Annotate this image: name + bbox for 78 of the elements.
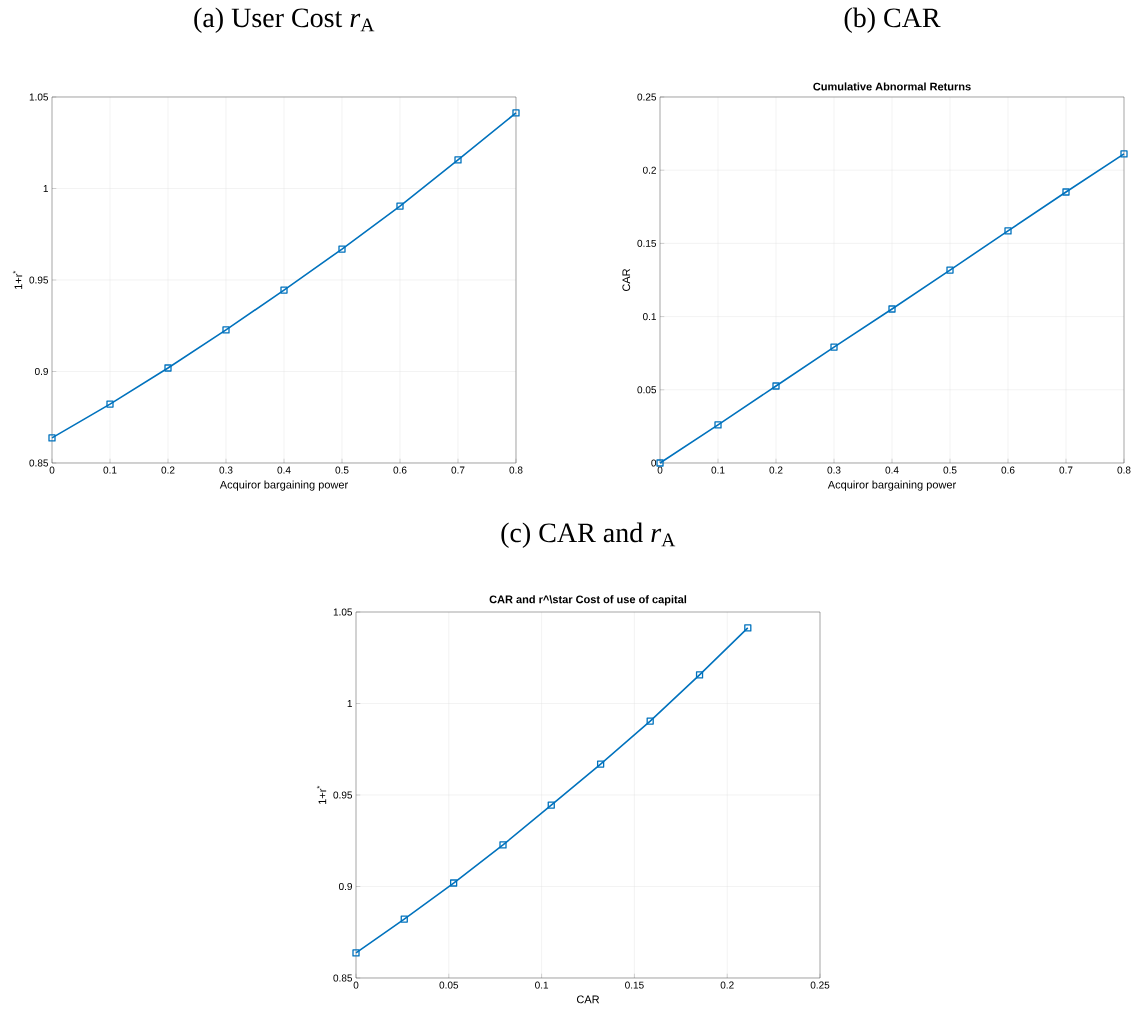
point: [1062, 188, 1070, 196]
x-tick-label: 0.1: [103, 466, 117, 474]
chart-title: (b) CAR: [844, 7, 941, 33]
x-tick-label: 0.2: [161, 466, 175, 474]
x-tick-label: 0: [657, 466, 663, 474]
point: [280, 286, 288, 294]
y-tick-label: 0.2: [642, 166, 656, 174]
x-axis-title: CAR: [576, 995, 600, 1004]
point: [222, 326, 230, 334]
point: [1004, 227, 1012, 235]
point: [772, 382, 780, 390]
x-tick-label: 0.6: [393, 466, 407, 474]
y-axis-title: CAR: [622, 268, 631, 292]
y-tick-label: 1.05: [29, 93, 49, 101]
point: [596, 760, 605, 768]
point: [352, 949, 360, 957]
y-tick-label: 0.25: [637, 93, 657, 101]
x-tick-label: 0.2: [769, 466, 783, 474]
y-tick-label: 1: [43, 185, 48, 192]
y-tick-label: 1.05: [333, 608, 353, 616]
x-tick-label: 0.3: [219, 466, 233, 474]
x-tick-label: 0.7: [451, 466, 465, 474]
point: [396, 202, 404, 210]
point: [1120, 150, 1128, 158]
y-tick-label: 0.15: [637, 239, 657, 247]
x-axis-title: Acquiror bargaining power: [827, 480, 956, 491]
y-tick-label: 0.9: [338, 882, 353, 891]
x-tick-label: 0.1: [535, 981, 549, 989]
x-tick-label: 0.05: [439, 981, 459, 989]
x-tick-label: 0.4: [885, 466, 899, 474]
chart-subtitle: Cumulative Abnormal Returns: [813, 82, 971, 91]
y-tick-label: 0.1: [642, 313, 656, 321]
x-tick-label: 0.8: [1117, 466, 1131, 474]
point: [714, 421, 722, 429]
point: [454, 156, 462, 164]
y-tick-label: 0: [651, 459, 657, 467]
x-tick-label: 0.5: [943, 466, 957, 474]
point: [656, 459, 664, 467]
y-axis-title: 1+r$^{*}$: [316, 785, 327, 805]
x-axis-title: Acquiror bargaining power: [219, 480, 348, 491]
point: [512, 109, 520, 117]
y-tick-label: 0.9: [34, 367, 49, 376]
y-tick-label: 0.95: [29, 276, 49, 284]
chart-subtitle: CAR and r^\star Cost of use of capital: [489, 595, 687, 606]
point: [164, 364, 172, 372]
y-tick-label: 1: [347, 700, 352, 707]
point: [449, 879, 458, 887]
point: [106, 400, 114, 408]
chart-title: (a) User Cost r$_{A}$: [194, 7, 375, 33]
chart-title: (c) CAR and r$_{A}$: [501, 522, 676, 548]
point: [48, 434, 56, 442]
y-axis-title: 1+r$^{*}$: [12, 270, 23, 290]
point: [338, 245, 346, 253]
x-tick-label: 0: [49, 466, 55, 474]
x-tick-label: 0.5: [335, 466, 349, 474]
point: [888, 305, 896, 313]
point: [695, 671, 704, 679]
x-tick-label: 0.3: [827, 466, 841, 474]
x-tick-label: 0.2: [720, 981, 734, 989]
y-tick-label: 0.85: [333, 974, 353, 982]
y-tick-label: 0.95: [333, 791, 353, 799]
x-tick-label: 0.15: [625, 981, 644, 989]
x-tick-label: 0.1: [711, 466, 725, 474]
x-tick-label: 0.6: [1001, 466, 1015, 474]
x-tick-label: 0.7: [1059, 466, 1073, 474]
point: [547, 801, 555, 809]
point: [830, 343, 838, 351]
x-tick-label: 0.4: [277, 466, 291, 474]
point: [400, 915, 408, 923]
y-tick-label: 0.85: [29, 459, 49, 467]
point: [946, 266, 954, 274]
point: [499, 841, 507, 849]
x-tick-label: 0.25: [810, 981, 830, 989]
y-tick-label: 0.05: [637, 386, 657, 394]
point: [646, 717, 654, 725]
x-tick-label: 0.8: [509, 466, 523, 474]
point: [744, 624, 752, 632]
x-tick-label: 0: [353, 981, 359, 989]
